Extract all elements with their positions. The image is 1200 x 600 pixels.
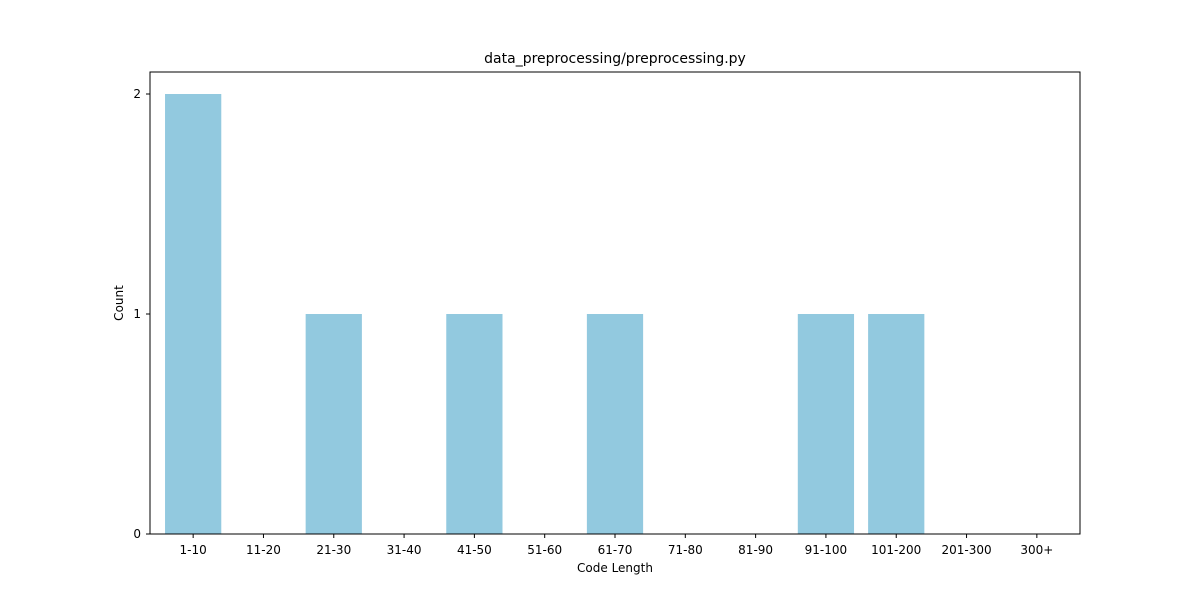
bar-21-30	[305, 314, 362, 534]
y-tick-label: 0	[133, 527, 141, 541]
x-tick-label: 31-40	[387, 543, 422, 557]
bars-group	[165, 94, 925, 534]
bar-1-10	[165, 94, 222, 534]
chart-title: data_preprocessing/preprocessing.py	[484, 51, 746, 67]
y-tick-label: 1	[133, 307, 141, 321]
x-tick-label: 61-70	[598, 543, 633, 557]
x-tick-label: 300+	[1020, 543, 1053, 557]
bar-61-70	[586, 314, 644, 534]
bar-41-50	[446, 314, 503, 534]
y-axis-ticks: 0 1 2	[133, 87, 150, 541]
bar-91-100	[797, 314, 855, 534]
bar-101-200	[868, 314, 925, 534]
x-tick-label: 101-200	[871, 543, 921, 557]
x-tick-label: 71-80	[668, 543, 703, 557]
y-tick-label: 2	[133, 87, 141, 101]
x-axis-label: Code Length	[577, 561, 653, 575]
x-tick-label: 11-20	[246, 543, 281, 557]
x-tick-label: 51-60	[527, 543, 562, 557]
y-axis-label: Count	[112, 285, 126, 321]
x-tick-label: 1-10	[180, 543, 207, 557]
x-tick-label: 81-90	[738, 543, 773, 557]
x-tick-label: 41-50	[457, 543, 492, 557]
x-tick-label: 91-100	[805, 543, 848, 557]
x-tick-label: 21-30	[316, 543, 351, 557]
x-axis-ticks: 1-10 11-20 21-30 31-40 41-50 51-60 61-70 71-80 8…	[180, 534, 1053, 557]
x-tick-label: 201-300	[941, 543, 991, 557]
